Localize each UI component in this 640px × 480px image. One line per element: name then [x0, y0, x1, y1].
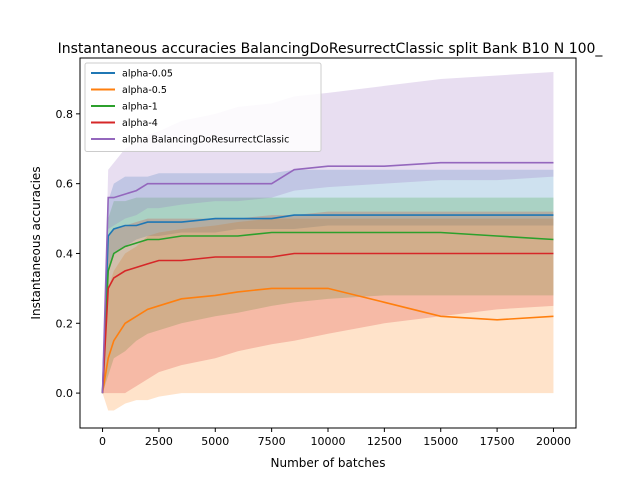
y-tick-label: 0.2 — [56, 317, 74, 330]
y-axis-label: Instantaneous accuracies — [29, 166, 43, 319]
x-tick-label: 15000 — [423, 435, 458, 448]
y-tick-label: 0.4 — [56, 247, 74, 260]
band-series-2 — [102, 218, 554, 411]
x-tick-label: 5000 — [201, 435, 229, 448]
x-tick-label: 20000 — [536, 435, 571, 448]
line-series-1 — [101, 214, 554, 394]
y-axis-ticks: 0.0 0.2 0.4 0.6 0.8 — [56, 108, 80, 400]
line-series-5 — [101, 161, 554, 394]
legend: alpha-0.05 alpha-0.5 alpha-1 alpha-4 alpha B… — [84, 62, 322, 152]
x-tick-label: 17500 — [480, 435, 515, 448]
x-axis-ticks: 0 2500 5000 7500 10000 12500 15000 17500 20000 — [99, 428, 571, 448]
legend-box — [84, 62, 322, 152]
band-series-3 — [102, 197, 554, 394]
legend-label-1: alpha-0.05 — [122, 69, 173, 80]
band-series-5 — [102, 71, 554, 394]
y-tick-label: 0.0 — [56, 387, 74, 400]
x-tick-label: 2500 — [145, 435, 173, 448]
legend-label-4: alpha-4 — [122, 118, 158, 129]
x-axis-label: Number of batches — [271, 456, 386, 470]
line-series-2 — [101, 287, 554, 394]
y-tick-label: 0.8 — [56, 108, 74, 121]
x-tick-label: 12500 — [367, 435, 402, 448]
x-tick-label: 0 — [99, 435, 106, 448]
y-tick-label: 0.6 — [56, 178, 74, 191]
legend-label-5: alpha BalancingDoResurrectClassic — [122, 135, 289, 146]
line-series-4 — [101, 252, 554, 394]
legend-label-2: alpha-0.5 — [122, 85, 167, 96]
legend-label-3: alpha-1 — [122, 102, 158, 113]
band-series-1 — [102, 169, 554, 394]
x-tick-label: 7500 — [258, 435, 286, 448]
line-series-3 — [101, 231, 554, 394]
series-lines — [101, 161, 554, 394]
x-tick-label: 10000 — [311, 435, 346, 448]
chart-title: Instantaneous accuracies BalancingDoResu… — [58, 41, 604, 57]
